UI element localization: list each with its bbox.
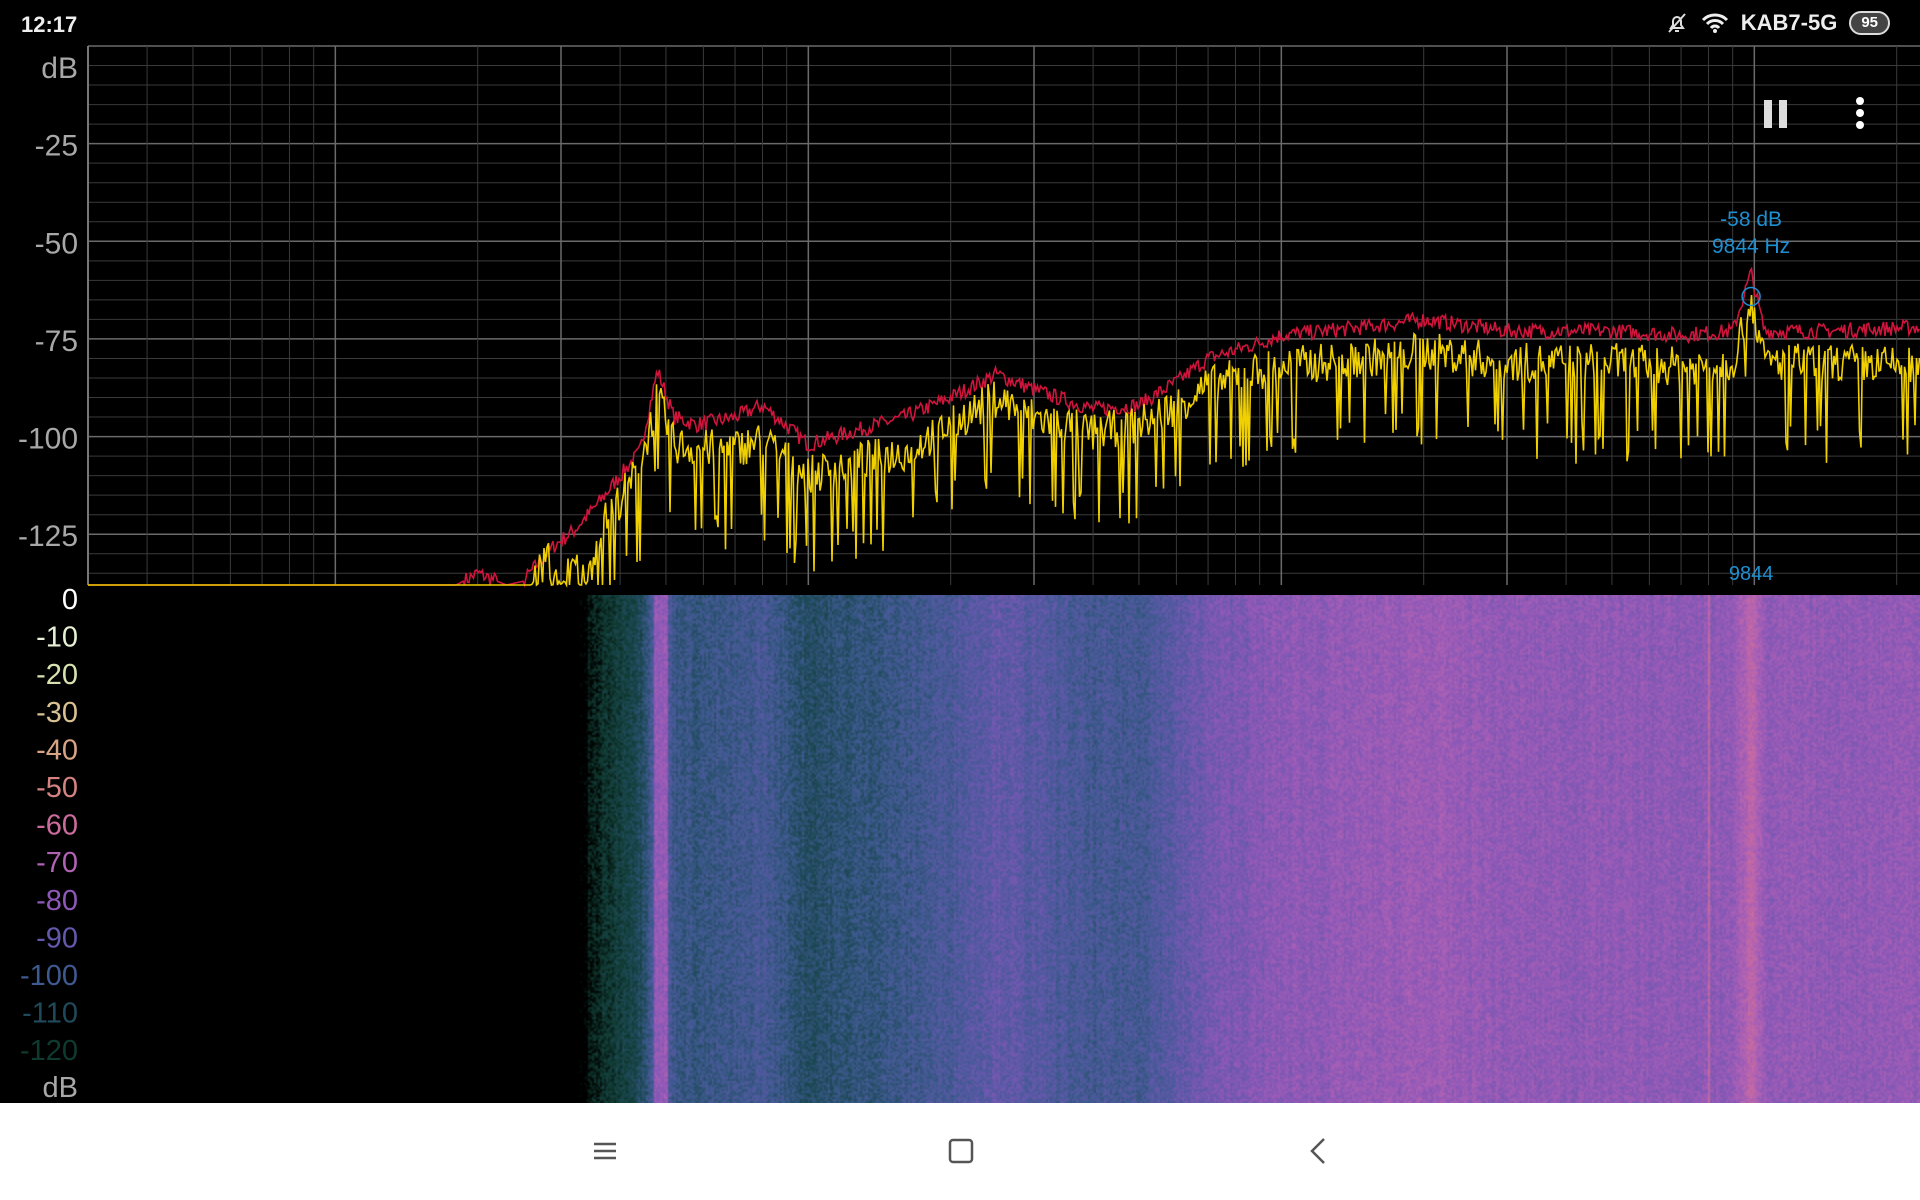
pause-icon: [1764, 100, 1787, 128]
colorbar-tick-label: -110: [22, 998, 78, 1030]
colorbar-tick-label: -100: [20, 960, 78, 992]
y-tick-label: -50: [35, 227, 78, 260]
y-tick-labels: -25 -50 -75 -100 -125 dB: [18, 52, 78, 553]
bell-off-icon: [1667, 13, 1686, 33]
pause-button[interactable]: [1760, 98, 1794, 132]
peak-hz-label: 9844 Hz: [1712, 235, 1790, 258]
colorbar-tick-label: 0: [62, 584, 78, 616]
y-tick-label: -25: [35, 130, 78, 163]
peak-marker: [1741, 286, 1761, 307]
peak-marker-group: -58 dB 9844 Hz 9844: [1712, 208, 1790, 585]
colorbar-tick-label: -50: [36, 772, 78, 804]
colorbar-tick-label: -90: [36, 922, 78, 954]
back-icon: [1310, 1138, 1325, 1164]
grid: [87, 45, 1920, 585]
colorbar-tick-label: -60: [36, 810, 78, 842]
network-name: KAB7-5G: [1740, 10, 1838, 35]
peak-db-label: -58 dB: [1720, 208, 1782, 231]
battery-indicator: 95: [1849, 11, 1890, 35]
y-axis-unit: dB: [41, 52, 78, 85]
y-tick-label: -75: [35, 325, 78, 358]
clock: 12:17: [21, 12, 78, 37]
peak-hold-line: [88, 266, 1920, 588]
more-options-button[interactable]: [1846, 96, 1874, 132]
y-tick-label: -100: [18, 423, 78, 456]
spectrogram[interactable]: [88, 595, 1920, 1103]
colorbar-tick-label: -70: [36, 847, 78, 879]
y-tick-label: -125: [18, 520, 78, 553]
status-icons: KAB7-5G 95: [1665, 10, 1890, 36]
colorbar-unit: dB: [43, 1072, 78, 1103]
spectrum-line: [88, 295, 1920, 589]
navigation-bar: [0, 1103, 1920, 1200]
wifi-icon: [1701, 13, 1728, 33]
colorbar-tick-label: -10: [36, 622, 78, 654]
colorbar-tick-label: -120: [20, 1035, 78, 1067]
series-group: [88, 266, 1920, 589]
back-button[interactable]: [1297, 1129, 1341, 1173]
menu-button[interactable]: [583, 1129, 627, 1173]
colorbar-tick-label: -40: [36, 734, 78, 766]
colorbar-tick-label: -20: [36, 659, 78, 691]
menu-icon: [594, 1142, 616, 1160]
colorbar-tick-label: -30: [36, 697, 78, 729]
status-bar: 12:17 KAB7-5G 95: [0, 0, 1920, 50]
peak-axis-marker: 9844: [1729, 563, 1774, 585]
colorbar-tick-label: -80: [36, 885, 78, 917]
home-button[interactable]: [939, 1129, 983, 1173]
home-icon: [948, 1138, 974, 1164]
colorbar-tick-labels: 0 -10 -20 -30 -40 -50 -60 -70 -80 -90 -100 -110 -120…: [20, 584, 78, 1103]
more-vertical-icon: [1856, 97, 1864, 129]
